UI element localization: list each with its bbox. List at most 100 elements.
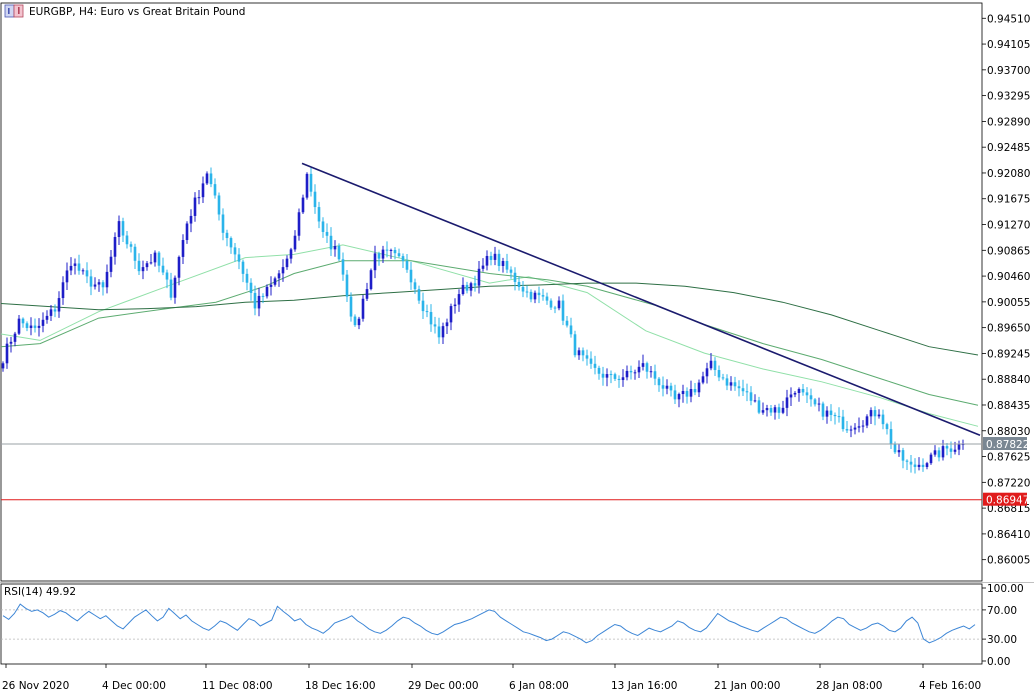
candle-bull (381, 249, 385, 259)
candle-bear (881, 414, 885, 425)
candle-bear (89, 276, 93, 287)
candle-bear (805, 392, 809, 396)
candle-bear (313, 191, 317, 208)
candle-bull (5, 343, 9, 364)
time-axis-label: 28 Jan 08:00 (816, 680, 882, 692)
candle-bear (829, 410, 833, 415)
candle-bear (741, 388, 745, 392)
candle-bear (873, 410, 877, 417)
candle-bull (97, 282, 101, 285)
candle-bull (929, 454, 933, 464)
price-axis-label: 0.88435 (987, 400, 1030, 412)
candle-bear (513, 272, 517, 282)
candle-bear (325, 231, 329, 236)
rsi-pane-frame (0, 583, 983, 665)
candle-bull (441, 326, 445, 338)
candle-bull (357, 318, 361, 326)
candle-bear (413, 282, 417, 290)
candle-bear (573, 334, 577, 356)
candle-bear (421, 300, 425, 312)
candle-bear (133, 246, 137, 261)
price-axis-label: 0.86005 (987, 555, 1030, 567)
candle-bear (77, 263, 81, 271)
price-axis-label: 0.90460 (987, 271, 1030, 283)
price-axis-label: 0.93700 (987, 65, 1030, 77)
candle-bear (609, 374, 613, 376)
candle-bull (641, 363, 645, 367)
candle-bear (945, 446, 949, 449)
candle-bear (53, 309, 57, 312)
candle-bull (957, 444, 961, 450)
candle-bear (733, 382, 737, 387)
candle-bull (861, 425, 865, 427)
candle-bull (373, 253, 377, 271)
candle-bull (793, 392, 797, 395)
candle-bear (225, 232, 229, 239)
candle-bull (789, 394, 793, 398)
candle-bull (177, 256, 181, 278)
candle-bull (897, 450, 901, 453)
candle-bull (113, 236, 117, 257)
candle-bull (13, 333, 17, 342)
candle-bull (689, 389, 693, 397)
candle-bull (201, 183, 205, 198)
candle-bear (813, 399, 817, 405)
candle-bull (17, 318, 21, 334)
candle-bull (117, 221, 121, 237)
candle-bull (485, 255, 489, 266)
candle-bull (333, 246, 337, 250)
candle-bull (941, 446, 945, 458)
candle-bull (189, 215, 193, 224)
price-axis-label: 0.91675 (987, 194, 1030, 206)
candle-bear (237, 254, 241, 262)
candle-bear (593, 363, 597, 368)
candle-bear (569, 325, 573, 335)
candle-bear (397, 253, 401, 257)
candle-bear (321, 221, 325, 232)
candle-bull (369, 270, 373, 290)
candle-bear (749, 392, 753, 401)
price-axis-label: 0.89245 (987, 348, 1030, 360)
candle-bear (601, 373, 605, 378)
main-chart-pane: 0.94510 0.94105 0.93700 0.93295 0.92890 0.924… (0, 2, 1030, 582)
candle-bull (817, 403, 821, 405)
chart-header: EURGBP, H4: Euro vs Great Britain Pound (4, 4, 245, 18)
candle-bull (877, 414, 881, 417)
candle-bear (893, 444, 897, 453)
candle-bull (849, 429, 853, 431)
candle-bear (901, 450, 905, 461)
candle-bull (297, 212, 301, 236)
candle-bear (261, 295, 265, 297)
price-axis-label: 0.90055 (987, 297, 1030, 309)
candle-bear (125, 235, 129, 245)
candle-bear (329, 235, 333, 250)
candle-bull (141, 267, 145, 272)
candle-bear (405, 260, 409, 270)
candle-bull (41, 319, 45, 326)
candle-bear (617, 378, 621, 381)
candle-bear (249, 282, 253, 293)
candle-bull (9, 341, 13, 344)
chart-window-icon (4, 4, 24, 18)
candle-bull (677, 394, 681, 400)
current-price-tag (983, 437, 1027, 451)
candle-bear (541, 295, 545, 297)
candle-bear (341, 259, 345, 275)
candle-bear (613, 374, 617, 379)
candle-bear (85, 270, 89, 277)
candle-bear (657, 378, 661, 386)
candle-bull (665, 385, 669, 389)
candle-bear (129, 244, 133, 247)
candle-bear (417, 289, 421, 301)
candle-bull (857, 426, 861, 428)
candle-bull (765, 408, 769, 411)
candle-bear (497, 253, 501, 266)
candle-bear (737, 386, 741, 389)
candle-bull (701, 376, 705, 383)
candle-bear (913, 464, 917, 467)
candle-bull (637, 366, 641, 373)
price-axis-label: 0.93295 (987, 91, 1030, 103)
rsi-axis-label: 0.00 (987, 656, 1010, 668)
candle-bear (349, 296, 353, 317)
candle-bull (853, 427, 857, 430)
